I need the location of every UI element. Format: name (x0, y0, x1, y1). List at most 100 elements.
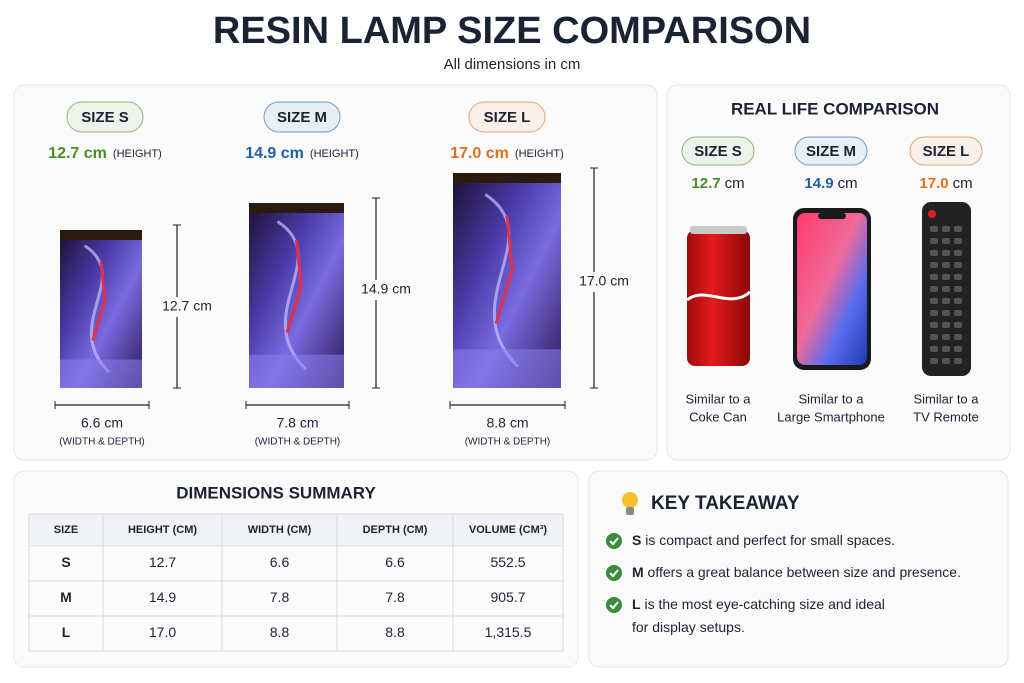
table-header: DEPTH (CM) (363, 524, 428, 536)
remote-button (942, 298, 950, 304)
phone-screen (797, 213, 867, 365)
remote-button (954, 358, 962, 364)
lamp-figure (494, 215, 514, 324)
table-cell: 6.6 (270, 554, 290, 570)
summary-title: DIMENSIONS SUMMARY (176, 483, 376, 502)
phone-notch (818, 213, 846, 219)
check-icon (606, 597, 622, 613)
remote-button (942, 262, 950, 268)
remote-button (954, 322, 962, 328)
table-cell: 8.8 (385, 624, 405, 640)
remote-button (930, 334, 938, 340)
table-header: SIZE (54, 524, 78, 536)
size-badge-label: SIZE L (923, 143, 970, 160)
height-value: 17.0 cm (450, 145, 509, 162)
label-backing (577, 272, 631, 292)
table-cell: M (60, 589, 72, 605)
lamp-swirl (83, 244, 111, 374)
lamp-swirl (484, 193, 519, 368)
takeaway-panel (588, 470, 1009, 668)
lamp-base (453, 349, 561, 388)
remote-power (928, 210, 936, 218)
remote-button (954, 310, 962, 316)
height-line: 12.7 cm (HEIGHT) (48, 145, 162, 162)
takeaway-line: L is the most eye-catching size and idea… (632, 596, 885, 612)
check-icon (606, 533, 622, 549)
side-height-label: 12.7 cm (162, 298, 212, 314)
remote-button (954, 298, 962, 304)
width-note: (WIDTH & DEPTH) (465, 437, 551, 448)
remote-button (930, 298, 938, 304)
remote-button (930, 358, 938, 364)
remote-button (930, 274, 938, 280)
remote-button (930, 226, 938, 232)
table-header: HEIGHT (CM) (128, 524, 197, 536)
remote-button (930, 250, 938, 256)
takeaway-text: offers a great balance between size and … (644, 564, 961, 580)
remote-button (942, 274, 950, 280)
label-backing (359, 280, 413, 300)
takeaway-line: S is compact and perfect for small space… (632, 532, 895, 548)
check-mark (609, 569, 619, 578)
lamp-base (249, 354, 344, 388)
width-note: (WIDTH & DEPTH) (59, 437, 145, 448)
size-badge-label: SIZE L (484, 109, 531, 126)
lamp-figure (285, 239, 303, 333)
object-caption: TV Remote (913, 409, 979, 424)
table-cell: L (62, 624, 71, 640)
takeaway-line: for display setups. (632, 619, 745, 635)
size-badge (794, 136, 868, 166)
height-note: (HEIGHT) (113, 148, 162, 160)
can-lid (690, 226, 747, 234)
can-wave (686, 290, 752, 302)
lamp-swirl (276, 220, 308, 371)
table-border (28, 513, 564, 652)
table-cell: 7.8 (385, 589, 405, 605)
side-height-label: 17.0 cm (579, 273, 629, 289)
object-caption: Similar to a (798, 391, 864, 406)
table-cell: 8.8 (270, 624, 290, 640)
height-note: (HEIGHT) (515, 148, 564, 160)
size-badge-label: SIZE M (806, 143, 856, 160)
height-unit: cm (725, 175, 745, 192)
object-caption: Similar to a (913, 391, 979, 406)
size-badge (468, 101, 546, 133)
object-caption: Large Smartphone (777, 409, 885, 424)
size-badge-label: SIZE S (694, 143, 742, 160)
remote-button (942, 334, 950, 340)
takeaway-text: is the most eye-catching size and ideal (641, 596, 885, 612)
object-caption: Similar to a (685, 391, 751, 406)
remote-button (942, 322, 950, 328)
takeaway-bold: L (632, 596, 641, 612)
side-height-label: 14.9 cm (361, 281, 411, 297)
remote-button (930, 238, 938, 244)
table-cell: 14.9 (149, 589, 176, 605)
check-mark (609, 601, 619, 610)
takeaway-title: KEY TAKEAWAY (651, 493, 800, 514)
size-badge (263, 101, 341, 133)
size-badge (909, 136, 983, 166)
remote-button (930, 286, 938, 292)
remote-button (942, 358, 950, 364)
real-life-title: REAL LIFE COMPARISON (731, 99, 939, 118)
takeaway-bold: S (632, 532, 641, 548)
width-label: 8.8 cm (486, 415, 528, 431)
size-badge (66, 101, 144, 133)
check-icon (606, 565, 622, 581)
lamp-top (60, 230, 142, 240)
table-cell: 6.6 (385, 554, 405, 570)
size-badge-label: SIZE M (277, 109, 327, 126)
height-line: 12.7 cm (691, 175, 744, 192)
remote-button (930, 346, 938, 352)
table-cell: S (61, 554, 70, 570)
remote-button (954, 334, 962, 340)
takeaway-text: is compact and perfect for small spaces. (641, 532, 895, 548)
remote-button (954, 286, 962, 292)
remote-button (954, 346, 962, 352)
page-title: RESIN LAMP SIZE COMPARISON (213, 10, 811, 52)
remote-button (954, 262, 962, 268)
height-line: 14.9 cm (804, 175, 857, 192)
remote-button (942, 226, 950, 232)
lamp-figure (91, 261, 107, 342)
